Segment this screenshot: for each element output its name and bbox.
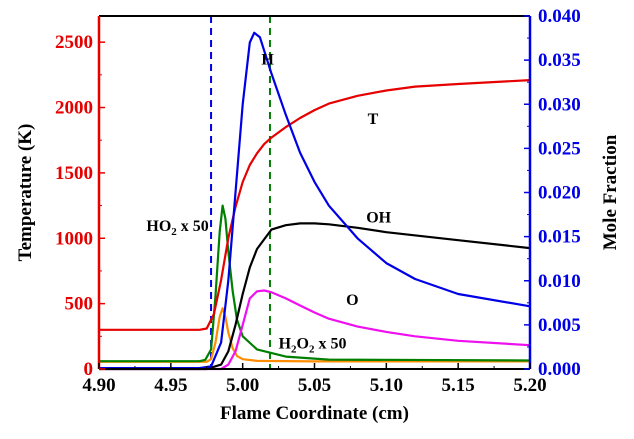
y-right-tick-label: 0.025	[538, 138, 581, 159]
y-right-tick-label: 0.005	[538, 315, 581, 336]
x-tick-label: 5.05	[298, 375, 331, 396]
annotation-h: H	[261, 51, 274, 68]
series-line-h2o2-x-50	[99, 307, 530, 363]
x-tick-label: 5.15	[442, 375, 475, 396]
y-right-tick-label: 0.030	[538, 94, 581, 115]
series-line-t	[99, 79, 531, 331]
y-axis-left-title: Temperature (K)	[15, 124, 36, 262]
annotation-t: T	[368, 111, 379, 128]
y-left-tick-label: 500	[65, 294, 94, 315]
x-tick-label: 4.90	[82, 375, 115, 396]
tick-labels: 4.90 4.95 5.00 5.05 5.10 5.15 5.20 0 500 1000 1500…	[55, 6, 581, 396]
series-line-oh	[99, 222, 531, 371]
series-line-ho2-x-50	[99, 204, 531, 363]
y-right-tick-label: 0.020	[538, 183, 581, 204]
annotation-oh: OH	[366, 210, 391, 227]
y-left-tick-label: 1000	[55, 228, 93, 249]
x-tick-label: 4.95	[154, 375, 187, 396]
annotation-o: O	[346, 292, 358, 309]
reference-lines	[210, 16, 271, 369]
series-annotations: H T OH O HO2 x 50 H2O2 x 50	[146, 51, 391, 355]
y-left-tick-label: 2000	[55, 98, 93, 119]
x-axis-title: Flame Coordinate (cm)	[220, 403, 409, 424]
y-right-tick-label: 0.035	[538, 50, 581, 71]
y-left-tick-label: 0	[84, 359, 94, 380]
annotation-h2o2: H2O2 x 50	[279, 336, 347, 356]
annotation-ho2: HO2 x 50	[146, 218, 208, 238]
series-line-o	[99, 289, 531, 371]
y-right-tick-label: 0.015	[538, 227, 581, 248]
y-left-tick-label: 1500	[55, 163, 93, 184]
axes	[97, 15, 532, 370]
y-left-tick-label: 2500	[55, 32, 93, 53]
y-axis-right-title: Mole Fraction	[600, 134, 621, 250]
x-tick-label: 5.00	[226, 375, 259, 396]
y-right-tick-label: 0.010	[538, 271, 581, 292]
x-tick-label: 5.20	[513, 375, 546, 396]
series-group	[99, 31, 531, 371]
x-tick-label: 5.10	[370, 375, 403, 396]
series-line-h	[99, 31, 531, 370]
y-right-tick-label: 0.040	[538, 6, 581, 27]
y-right-tick-label: 0.000	[538, 359, 581, 380]
